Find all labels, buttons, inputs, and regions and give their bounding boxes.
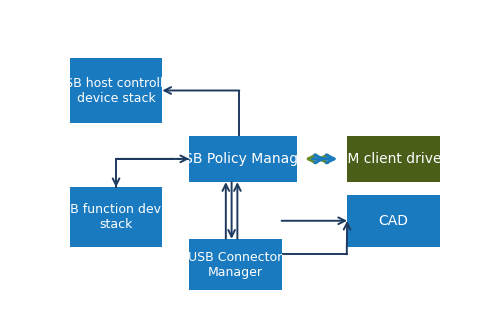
Text: USB Connector
Manager: USB Connector Manager — [188, 251, 283, 279]
Text: CAD: CAD — [378, 214, 409, 228]
FancyBboxPatch shape — [189, 239, 282, 290]
FancyBboxPatch shape — [70, 187, 163, 247]
Text: USB Policy Manager: USB Policy Manager — [174, 152, 312, 166]
Text: PM client driver: PM client driver — [339, 152, 447, 166]
FancyBboxPatch shape — [70, 58, 163, 123]
Text: USB host controller
device stack: USB host controller device stack — [56, 76, 176, 105]
FancyBboxPatch shape — [347, 195, 440, 247]
FancyBboxPatch shape — [347, 136, 440, 182]
Text: USB function device
stack: USB function device stack — [53, 203, 179, 231]
FancyBboxPatch shape — [189, 136, 297, 182]
